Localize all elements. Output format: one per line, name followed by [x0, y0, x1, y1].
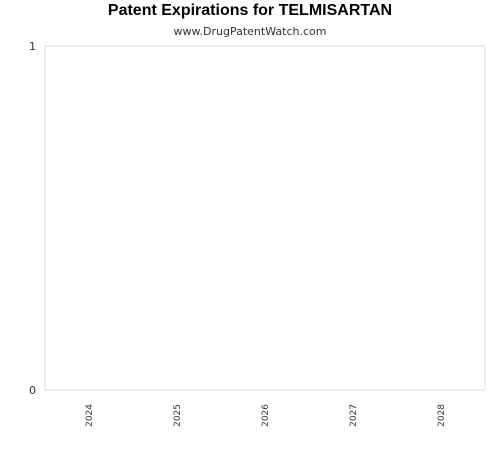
x-tick-label: 2024	[85, 404, 95, 427]
x-tick-label: 2026	[261, 404, 271, 427]
x-tick-label: 2028	[437, 404, 447, 427]
y-axis: 01	[29, 40, 36, 397]
chart-title: Patent Expirations for TELMISARTAN	[107, 2, 393, 19]
x-tick-label: 2025	[173, 404, 183, 427]
x-axis: 2024 2025 2026 2027 2028	[85, 404, 447, 427]
y-tick-label: 1	[29, 40, 36, 53]
x-tick-label: 2027	[349, 404, 359, 427]
chart-subtitle: www.DrugPatentWatch.com	[173, 25, 327, 38]
plot-area-frame	[44, 45, 486, 391]
y-tick-label: 0	[29, 384, 36, 397]
